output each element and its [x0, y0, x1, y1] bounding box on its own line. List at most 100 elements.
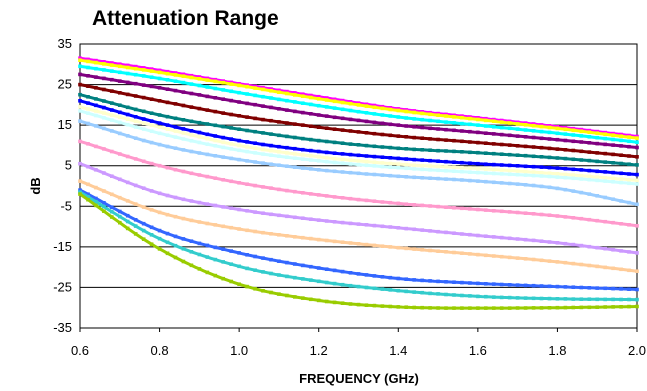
series-point-marker	[173, 102, 178, 106]
series-point-marker	[181, 148, 186, 152]
series-point-marker	[388, 161, 393, 166]
data-point	[396, 156, 400, 160]
x-tick-label: 0.8	[151, 343, 169, 358]
series-point-marker	[125, 92, 130, 97]
series-point-marker	[141, 127, 146, 131]
series-point-marker	[412, 227, 416, 232]
series-point-marker	[547, 185, 552, 190]
series-point-marker	[436, 292, 440, 296]
series-point-marker	[587, 217, 592, 222]
series-point-marker	[380, 164, 385, 169]
series-point-marker	[531, 154, 536, 159]
series-point-marker	[189, 239, 194, 243]
series-point-marker	[619, 144, 623, 148]
series-point-marker	[165, 165, 170, 170]
series-point-marker	[603, 246, 607, 251]
series-point-marker	[547, 240, 552, 244]
series-point-marker	[293, 189, 297, 194]
series-point-marker	[611, 266, 615, 271]
series-point-marker	[507, 210, 512, 214]
series-point-marker	[149, 129, 154, 133]
series-point-marker	[356, 143, 361, 147]
series-11	[78, 139, 639, 228]
series-point-marker	[364, 303, 369, 307]
x-tick-label: 1.6	[469, 343, 487, 358]
series-point-marker	[205, 174, 210, 179]
series-point-marker	[110, 108, 114, 112]
series-point-marker	[332, 281, 337, 286]
series-point-marker	[197, 120, 202, 125]
data-point	[555, 166, 560, 170]
series-point-marker	[603, 219, 607, 224]
series-point-marker	[94, 185, 98, 190]
series-point-marker	[221, 205, 225, 209]
series-point-marker	[579, 173, 584, 178]
series-point-marker	[420, 203, 424, 208]
series-point-marker	[118, 214, 122, 219]
series-point-marker	[213, 203, 218, 208]
data-point	[78, 58, 82, 62]
series-point-marker	[221, 80, 225, 85]
series-point-marker	[86, 197, 90, 202]
series-point-marker	[484, 118, 488, 123]
series-point-marker	[627, 139, 631, 144]
series-point-marker	[94, 75, 98, 79]
series-point-marker	[340, 220, 345, 225]
data-point	[555, 126, 560, 130]
series-point-marker	[149, 123, 154, 127]
series-point-marker	[348, 271, 353, 275]
series-point-marker	[571, 297, 576, 301]
series-2	[78, 58, 639, 140]
series-14	[78, 188, 639, 292]
series-point-marker	[181, 169, 186, 174]
data-point	[78, 83, 82, 87]
series-point-marker	[571, 157, 576, 162]
series-point-marker	[499, 306, 504, 310]
series-point-marker	[269, 132, 273, 136]
series-point-marker	[531, 296, 536, 301]
series-point-marker	[141, 205, 146, 209]
series-point-marker	[189, 129, 194, 133]
data-point	[317, 168, 321, 172]
data-point	[158, 125, 162, 129]
series-point-marker	[213, 96, 218, 100]
series-point-marker	[94, 109, 98, 113]
series-point-marker	[189, 199, 194, 203]
series-point-marker	[515, 144, 520, 148]
data-point	[555, 186, 560, 190]
series-point-marker	[611, 286, 615, 291]
series-point-marker	[420, 163, 424, 168]
series-point-marker	[492, 171, 496, 176]
series-point-marker	[539, 145, 544, 150]
series-point-marker	[603, 297, 607, 302]
series-point-marker	[388, 114, 393, 118]
series-point-marker	[436, 279, 440, 284]
series-point-marker	[118, 120, 122, 125]
series-point-marker	[133, 157, 138, 161]
series-point-marker	[492, 167, 496, 172]
data-point	[635, 304, 639, 309]
data-point	[78, 119, 82, 123]
series-point-marker	[571, 176, 576, 181]
data-point	[555, 172, 560, 176]
series-point-marker	[197, 151, 202, 155]
series-point-marker	[444, 292, 448, 297]
series-point-marker	[404, 289, 408, 294]
series-point-marker	[340, 269, 345, 274]
series-point-marker	[436, 127, 440, 131]
data-point	[317, 159, 321, 163]
data-point	[317, 125, 321, 129]
series-point-marker	[324, 105, 329, 109]
series-point-marker	[110, 118, 114, 122]
series-point-marker	[253, 160, 257, 164]
series-point-marker	[436, 159, 440, 163]
series-point-marker	[324, 168, 329, 173]
series-point-marker	[587, 286, 592, 290]
data-point	[635, 298, 639, 302]
series-point-marker	[165, 78, 170, 82]
series-point-marker	[229, 249, 233, 253]
data-point	[158, 131, 162, 135]
series-point-marker	[149, 208, 154, 212]
series-point-marker	[539, 136, 544, 141]
